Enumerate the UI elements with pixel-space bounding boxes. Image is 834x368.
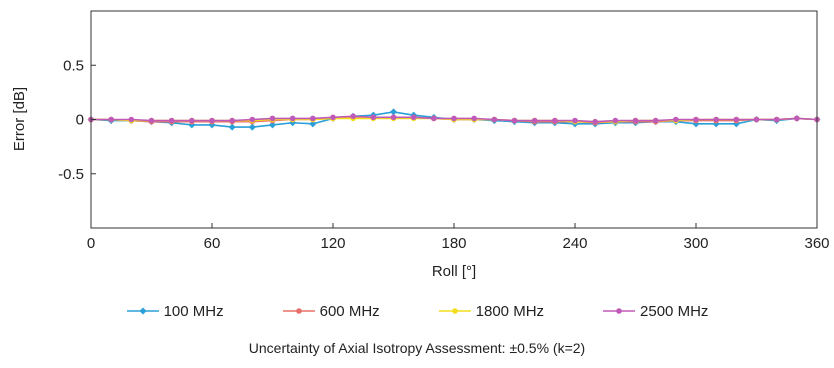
data-point [471, 115, 477, 122]
legend-item: 600 MHz [282, 303, 380, 320]
y-tick-label: 0 [76, 112, 84, 129]
data-point [410, 114, 417, 121]
data-point [168, 117, 175, 124]
data-point [309, 120, 317, 128]
x-tick-label: 180 [441, 235, 466, 252]
data-point [108, 116, 114, 123]
chart-marks [87, 108, 821, 131]
legend-swatch [603, 308, 636, 314]
series-3 [88, 113, 820, 125]
x-tick-label: 240 [562, 235, 587, 252]
data-point [632, 117, 639, 124]
data-point [673, 116, 679, 123]
data-point [511, 117, 518, 124]
legend-marker [616, 308, 622, 314]
legend-swatch [438, 308, 471, 314]
data-point [248, 123, 256, 131]
data-point [592, 118, 598, 125]
data-point [269, 115, 276, 122]
x-tick-label: 120 [320, 235, 345, 252]
legend-label: 2500 MHz [640, 302, 709, 320]
data-point [572, 117, 578, 124]
x-axis-label: Roll [°] [432, 263, 476, 280]
data-point [310, 115, 316, 122]
legend-label: 1800 MHz [475, 302, 545, 320]
data-point [209, 117, 215, 124]
legend-label: 100 MHz [163, 302, 224, 320]
legend-swatch [282, 308, 315, 314]
legend-marker [451, 308, 458, 314]
data-point [773, 116, 780, 123]
data-point [390, 114, 397, 121]
legend-marker [295, 308, 302, 314]
data-point [451, 115, 457, 122]
data-point [269, 121, 276, 129]
legend-marker [139, 307, 147, 315]
data-point [390, 108, 397, 116]
legend-item: 2500 MHz [602, 303, 708, 320]
y-tick-label: -0.5 [58, 166, 84, 183]
data-point [431, 115, 437, 122]
data-point [228, 123, 236, 131]
data-point [713, 116, 719, 123]
data-point [612, 117, 619, 124]
legend-label: 600 MHz [319, 302, 380, 320]
data-point [753, 116, 760, 123]
data-point [289, 115, 296, 122]
chart-area: 0 60 120 180 240 300 360 0.5 0 -0.5 Roll [°] Erro… [11, 10, 830, 280]
data-point [552, 117, 558, 124]
data-point [652, 117, 659, 124]
data-point [370, 114, 377, 121]
data-point [733, 116, 740, 123]
y-tick-label: 0.5 [63, 57, 84, 74]
data-point [794, 115, 800, 122]
data-point [148, 117, 155, 124]
legend-item: 100 MHz [126, 303, 224, 320]
x-tick-label: 300 [683, 235, 708, 252]
data-point [128, 116, 135, 123]
legend-swatch [126, 307, 159, 315]
x-tick-label: 0 [87, 235, 95, 252]
legend-item: 1800 MHz [438, 303, 544, 320]
data-point [229, 117, 235, 124]
data-point [330, 114, 336, 121]
x-tick-label: 60 [204, 235, 221, 252]
data-point [189, 117, 195, 124]
data-point [491, 116, 498, 123]
chart-ticks: 0 60 120 180 240 300 360 0.5 0 -0.5 [58, 57, 829, 252]
data-point [249, 116, 256, 123]
uncertainty-note: Uncertainty of Axial Isotropy Assessment… [248, 340, 586, 356]
data-point [531, 117, 538, 124]
y-axis-label: Error [dB] [11, 87, 28, 151]
data-point [693, 116, 699, 123]
data-point [350, 113, 356, 120]
plot-frame [90, 10, 818, 229]
legend: 100 MHz 600 MHz 1800 MHz 2500 MHz [0, 298, 834, 324]
x-tick-label: 360 [804, 235, 829, 252]
